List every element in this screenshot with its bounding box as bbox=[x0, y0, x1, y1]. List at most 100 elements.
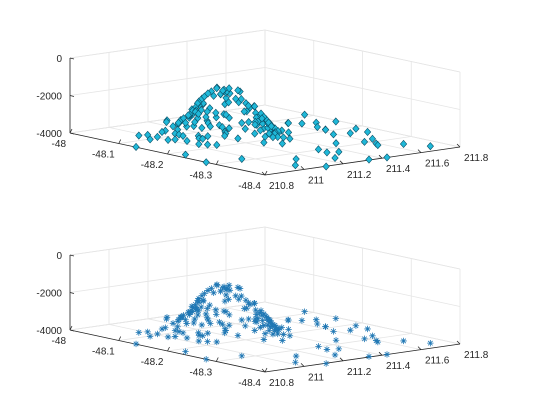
data-point bbox=[256, 309, 263, 316]
data-point bbox=[199, 134, 207, 143]
data-point bbox=[194, 311, 201, 319]
data-point bbox=[291, 161, 299, 170]
data-point bbox=[190, 319, 197, 327]
z-tick bbox=[69, 57, 75, 60]
data-point bbox=[238, 118, 246, 127]
data-point bbox=[399, 139, 408, 149]
data-point bbox=[146, 135, 154, 144]
y-tick-label: 211 bbox=[308, 372, 324, 383]
data-point bbox=[335, 147, 343, 156]
z-tick bbox=[69, 254, 75, 257]
data-point bbox=[213, 338, 220, 346]
floor-grid-line bbox=[147, 121, 344, 165]
y-tick bbox=[261, 171, 266, 176]
data-point bbox=[267, 122, 275, 131]
y-tick bbox=[339, 357, 344, 362]
y-axis-line bbox=[264, 146, 461, 176]
data-point bbox=[241, 305, 248, 312]
data-point bbox=[175, 316, 182, 323]
y-tick-label: 211 bbox=[308, 175, 324, 186]
y-tick-label: 210.8 bbox=[269, 378, 294, 389]
y-tick bbox=[456, 143, 461, 148]
data-point bbox=[252, 306, 259, 314]
data-point bbox=[132, 340, 140, 348]
data-point bbox=[271, 327, 278, 334]
data-point bbox=[207, 87, 215, 96]
data-point bbox=[251, 318, 259, 325]
data-point bbox=[235, 296, 242, 303]
data-point bbox=[232, 292, 239, 300]
data-point bbox=[364, 325, 371, 333]
data-points bbox=[132, 281, 434, 367]
x-tick bbox=[69, 325, 73, 331]
data-point bbox=[427, 339, 434, 347]
data-point bbox=[171, 135, 179, 144]
data-point bbox=[204, 316, 212, 324]
z-tick-label: -4000 bbox=[36, 326, 62, 337]
data-point bbox=[274, 330, 281, 338]
y-tick-label: 211.6 bbox=[425, 356, 450, 367]
data-point bbox=[154, 330, 161, 338]
data-point bbox=[198, 123, 206, 132]
data-point bbox=[346, 129, 354, 138]
y-tick-label: 211.4 bbox=[386, 164, 411, 175]
x-tick-label: -48.3 bbox=[189, 171, 212, 182]
data-point bbox=[222, 327, 229, 334]
floor-grid-line bbox=[167, 322, 363, 352]
data-point bbox=[183, 320, 190, 327]
data-point bbox=[234, 86, 242, 95]
data-point bbox=[219, 86, 227, 95]
x-tick bbox=[118, 336, 122, 341]
data-point bbox=[192, 304, 200, 311]
data-point bbox=[322, 323, 329, 330]
data-point bbox=[164, 135, 172, 144]
y-tick bbox=[378, 154, 383, 159]
data-point bbox=[174, 323, 181, 330]
z-grid-line bbox=[69, 301, 461, 345]
data-point bbox=[226, 287, 234, 294]
data-point bbox=[192, 305, 199, 313]
data-point bbox=[219, 284, 227, 291]
chart-1: -48 -48.1 -48.2 -48.3 -48.4 210.8 211 211.2 211.… bbox=[36, 29, 489, 192]
data-point bbox=[238, 316, 245, 324]
data-point bbox=[175, 328, 183, 335]
data-point bbox=[321, 125, 330, 134]
data-point bbox=[174, 118, 183, 127]
x-tick bbox=[118, 139, 122, 144]
data-point bbox=[234, 134, 242, 143]
z-tick bbox=[69, 95, 75, 97]
data-point bbox=[202, 112, 210, 122]
data-point bbox=[220, 307, 228, 315]
data-point bbox=[190, 121, 198, 131]
data-point bbox=[323, 346, 331, 353]
data-point bbox=[179, 131, 187, 140]
data-point bbox=[256, 126, 264, 135]
data-point bbox=[383, 351, 391, 358]
data-point bbox=[335, 345, 343, 353]
z-tick bbox=[69, 132, 75, 135]
data-point bbox=[314, 145, 323, 154]
data-point bbox=[251, 300, 258, 307]
data-point bbox=[352, 322, 360, 329]
data-point bbox=[331, 153, 339, 163]
data-point bbox=[264, 321, 272, 329]
data-point bbox=[225, 84, 233, 93]
floor-grid-line bbox=[216, 333, 412, 362]
data-point bbox=[323, 148, 331, 157]
data-point bbox=[332, 337, 340, 344]
data-point bbox=[292, 155, 300, 164]
floor-grid-line bbox=[216, 136, 412, 165]
data-point bbox=[280, 331, 287, 338]
data-point bbox=[278, 324, 285, 331]
data-point bbox=[272, 323, 279, 331]
data-point bbox=[275, 326, 282, 333]
data-point bbox=[271, 326, 279, 333]
y-tick bbox=[378, 351, 383, 356]
data-point bbox=[212, 113, 220, 122]
data-point bbox=[238, 352, 246, 360]
data-point bbox=[314, 320, 321, 328]
data-point bbox=[182, 316, 189, 323]
data-point bbox=[198, 303, 205, 311]
x-tick-label: -48.2 bbox=[141, 160, 164, 171]
data-point bbox=[268, 319, 275, 327]
